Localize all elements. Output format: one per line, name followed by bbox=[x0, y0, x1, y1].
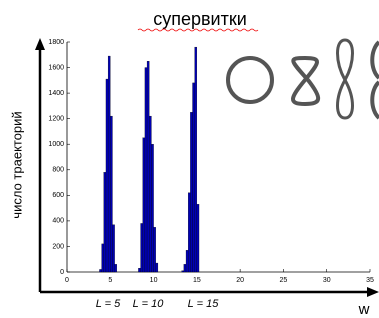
bar bbox=[182, 271, 184, 272]
bar bbox=[156, 263, 158, 272]
bar bbox=[188, 193, 190, 272]
bar bbox=[106, 79, 108, 272]
y-tick-label: 1200 bbox=[48, 116, 64, 123]
y-axis-label: число траекторий bbox=[9, 111, 24, 218]
bar bbox=[149, 116, 151, 272]
bar bbox=[104, 172, 106, 272]
bar bbox=[141, 223, 143, 272]
bar bbox=[151, 144, 153, 272]
bar bbox=[145, 68, 147, 272]
x-tick-label: 10 bbox=[150, 277, 158, 284]
y-tick-label: 1800 bbox=[48, 39, 64, 46]
x-tick-label: 15 bbox=[193, 277, 201, 284]
y-tick-label: 0 bbox=[60, 269, 64, 276]
chart: супервитки число траекторий w L = 5 L = … bbox=[0, 0, 379, 318]
y-tick-label: 1600 bbox=[48, 64, 64, 71]
y-tick-label: 800 bbox=[52, 167, 64, 174]
bar bbox=[112, 225, 114, 272]
annotation: L = 10 bbox=[133, 298, 165, 310]
supercoil-images bbox=[228, 40, 379, 118]
bar bbox=[147, 61, 149, 272]
y-tick-label: 1000 bbox=[48, 141, 64, 148]
x-tick-label: 35 bbox=[366, 277, 374, 284]
x-tick-label: 5 bbox=[108, 277, 112, 284]
bar bbox=[197, 204, 199, 272]
annotation: L = 5 bbox=[96, 298, 121, 310]
y-tick-label: 200 bbox=[52, 243, 64, 250]
chart-title: супервитки bbox=[153, 9, 247, 29]
bar bbox=[102, 244, 104, 272]
x-tick-label: 20 bbox=[236, 277, 244, 284]
coil-partial bbox=[372, 42, 379, 118]
bar bbox=[138, 268, 140, 272]
spellcheck-underline bbox=[138, 29, 258, 31]
bar bbox=[99, 269, 101, 272]
bar bbox=[143, 138, 145, 272]
y-tick-label: 1400 bbox=[48, 90, 64, 97]
bar bbox=[193, 83, 195, 272]
x-tick-label: 25 bbox=[280, 277, 288, 284]
bar bbox=[108, 56, 110, 272]
bar bbox=[115, 264, 117, 272]
arrow-head bbox=[367, 287, 379, 297]
bar bbox=[190, 112, 192, 272]
annotation: L = 15 bbox=[188, 298, 220, 310]
x-tick-label: 0 bbox=[65, 277, 69, 284]
bar bbox=[110, 116, 112, 272]
x-tick-label: 30 bbox=[323, 277, 331, 284]
coil-circle bbox=[228, 58, 272, 102]
bar bbox=[154, 227, 156, 272]
bar bbox=[195, 47, 197, 272]
y-tick-label: 600 bbox=[52, 192, 64, 199]
coil-eight bbox=[293, 58, 318, 104]
bar bbox=[184, 264, 186, 272]
y-tick-label: 400 bbox=[52, 218, 64, 225]
coil-eight-twisted bbox=[338, 40, 353, 118]
bar bbox=[186, 250, 188, 272]
x-axis-label: w bbox=[358, 301, 370, 318]
arrow-head bbox=[35, 38, 45, 50]
